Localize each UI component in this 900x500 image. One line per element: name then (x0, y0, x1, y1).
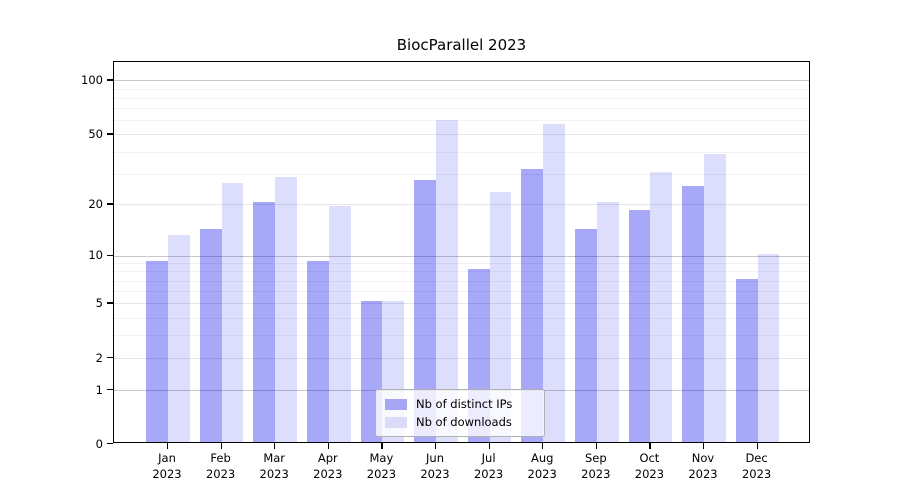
gridline-4 (114, 317, 809, 319)
bar-distinct-ips-aug (521, 169, 544, 442)
bar-downloads-jan (168, 234, 190, 442)
x-tick-mark-sep (595, 443, 597, 449)
y-tick-mark-50 (107, 133, 113, 135)
x-tick-mark-dec (756, 443, 758, 449)
y-tick-label-5: 5 (95, 295, 103, 310)
x-tick-mark-aug (542, 443, 544, 449)
x-tick-mark-apr (327, 443, 329, 449)
bar-downloads-sep (596, 202, 619, 442)
bar-distinct-ips-dec (735, 278, 758, 442)
y-tick-mark-2 (107, 357, 113, 359)
x-tick-mark-mar (274, 443, 276, 449)
bar-downloads-feb (221, 182, 244, 442)
x-tick-label-may: May 2023 (366, 451, 397, 481)
x-tick-label-jan: Jan 2023 (152, 451, 182, 481)
y-tick-mark-0 (107, 443, 113, 445)
y-tick-label-50: 50 (88, 126, 103, 141)
gridline-100 (114, 80, 809, 82)
gridline-20 (114, 204, 809, 206)
x-tick-mark-nov (703, 443, 705, 449)
bar-distinct-ips-feb (199, 229, 222, 442)
gridline-80 (114, 97, 809, 99)
x-tick-mark-may (381, 443, 383, 449)
x-tick-mark-jan (167, 443, 169, 449)
gridline-90 (114, 88, 809, 90)
gridline-60 (114, 120, 809, 122)
x-tick-mark-feb (220, 443, 222, 449)
chart-title: BiocParallel 2023 (396, 36, 527, 54)
gridline-9 (114, 263, 809, 265)
x-tick-label-aug: Aug 2023 (527, 451, 557, 481)
y-tick-mark-100 (107, 79, 113, 81)
gridline-70 (114, 108, 809, 110)
y-tick-label-1: 1 (95, 382, 103, 397)
bar-downloads-jun (436, 119, 458, 442)
y-tick-mark-5 (107, 302, 113, 304)
gridline-3 (114, 335, 809, 337)
bar-distinct-ips-nov (682, 185, 704, 442)
y-tick-mark-10 (107, 254, 113, 256)
bar-downloads-apr (328, 206, 351, 442)
gridline-30 (114, 173, 809, 175)
y-tick-label-2: 2 (95, 350, 103, 365)
gridline-8 (114, 271, 809, 273)
x-tick-label-mar: Mar 2023 (259, 451, 289, 481)
bar-distinct-ips-apr (307, 261, 329, 442)
bar-distinct-ips-mar (253, 202, 276, 442)
legend-label-distinct-ips: Nb of distinct IPs (416, 397, 513, 411)
y-tick-label-10: 10 (88, 248, 103, 263)
legend: Nb of distinct IPs Nb of downloads (375, 389, 545, 437)
x-tick-label-dec: Dec 2023 (741, 451, 772, 481)
x-tick-label-feb: Feb 2023 (205, 451, 236, 481)
bar-downloads-oct (650, 171, 673, 442)
legend-item-distinct-ips: Nb of distinct IPs (385, 397, 535, 411)
x-tick-label-jun: Jun 2023 (420, 451, 450, 481)
y-tick-label-100: 100 (81, 72, 103, 87)
y-tick-label-0: 0 (95, 436, 103, 451)
bar-distinct-ips-jan (146, 261, 168, 442)
y-tick-mark-1 (107, 389, 113, 391)
bar-downloads-mar (275, 176, 297, 442)
gridline-5 (114, 303, 809, 305)
legend-item-downloads: Nb of downloads (385, 415, 535, 429)
x-tick-mark-oct (649, 443, 651, 449)
legend-swatch-downloads (385, 416, 407, 428)
gridline-2 (114, 358, 809, 360)
legend-swatch-distinct-ips (385, 398, 407, 410)
gridline-7 (114, 280, 809, 282)
bar-distinct-ips-sep (575, 229, 597, 442)
legend-label-downloads: Nb of downloads (416, 415, 512, 429)
bar-distinct-ips-jun (414, 179, 436, 442)
bar-downloads-nov (704, 153, 726, 442)
gridline-10 (114, 255, 809, 257)
x-tick-mark-jun (435, 443, 437, 449)
x-tick-label-jul: Jul 2023 (473, 451, 504, 481)
bar-downloads-aug (543, 123, 565, 442)
bar-distinct-ips-oct (628, 210, 651, 442)
bar-downloads-dec (757, 253, 780, 442)
gridline-40 (114, 151, 809, 153)
x-tick-label-oct: Oct 2023 (634, 451, 665, 481)
plot-area (113, 61, 810, 443)
x-tick-label-apr: Apr 2023 (313, 451, 343, 481)
y-tick-label-20: 20 (88, 196, 103, 211)
x-tick-label-nov: Nov 2023 (688, 451, 718, 481)
gridline-6 (114, 291, 809, 293)
bar-downloads-jul (489, 191, 512, 442)
x-tick-mark-jul (488, 443, 490, 449)
y-tick-mark-20 (107, 203, 113, 205)
x-tick-label-sep: Sep 2023 (581, 451, 611, 481)
gridline-50 (114, 134, 809, 136)
